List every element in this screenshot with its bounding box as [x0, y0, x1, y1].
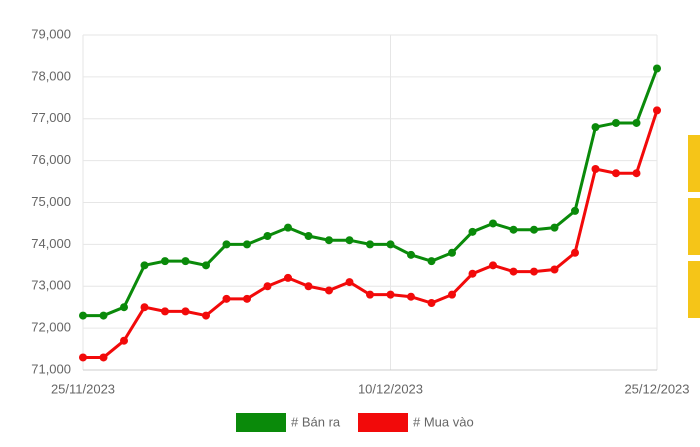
data-point	[120, 303, 128, 312]
y-tick-label: 75,000	[31, 194, 71, 209]
data-point	[243, 294, 251, 303]
data-point	[509, 225, 518, 234]
data-point	[263, 282, 272, 291]
y-tick-label: 72,000	[31, 320, 71, 335]
data-point	[284, 223, 292, 232]
data-point	[653, 64, 661, 73]
side-tab	[688, 198, 700, 255]
data-point	[99, 311, 108, 320]
data-point	[140, 261, 149, 270]
data-point	[79, 353, 87, 362]
y-tick-label: 77,000	[31, 110, 71, 125]
y-tick-label: 78,000	[31, 68, 71, 83]
data-point	[366, 290, 374, 299]
data-point	[550, 265, 559, 274]
y-tick-label: 79,000	[31, 26, 71, 41]
legend-label: # Mua vào	[413, 414, 474, 429]
legend-swatch	[358, 413, 408, 432]
data-point	[591, 123, 600, 132]
data-point	[161, 257, 169, 266]
data-point	[448, 248, 456, 257]
data-point	[181, 307, 190, 316]
data-point	[550, 223, 559, 232]
side-tab	[688, 261, 700, 318]
data-point	[571, 248, 579, 257]
side-tab	[688, 135, 700, 192]
data-point	[263, 232, 272, 240]
data-point	[530, 267, 538, 276]
data-point	[325, 236, 333, 245]
x-tick-label: 25/11/2023	[51, 381, 115, 396]
data-point	[99, 353, 108, 362]
data-point	[161, 307, 169, 316]
data-point	[448, 290, 456, 299]
y-tick-label: 71,000	[31, 361, 71, 376]
data-point	[653, 106, 661, 115]
data-point	[632, 169, 641, 178]
data-point	[489, 219, 497, 228]
y-tick-label: 73,000	[31, 278, 71, 293]
data-point	[427, 299, 436, 307]
y-tick-label: 76,000	[31, 152, 71, 167]
data-point	[612, 169, 620, 178]
data-point	[222, 294, 231, 303]
data-point	[345, 278, 354, 287]
data-point	[120, 336, 128, 345]
data-point	[571, 206, 579, 215]
data-point	[468, 227, 477, 236]
data-point	[181, 257, 190, 266]
y-tick-label: 74,000	[31, 236, 71, 251]
legend-label: # Bán ra	[291, 414, 341, 429]
data-point	[304, 282, 313, 291]
data-point	[325, 286, 333, 295]
data-point	[386, 240, 395, 249]
data-point	[345, 236, 354, 245]
data-point	[468, 269, 477, 278]
data-point	[202, 311, 210, 320]
data-point	[304, 232, 313, 240]
series-line	[83, 67, 659, 318]
data-point	[284, 273, 292, 282]
data-point	[407, 250, 415, 259]
data-point	[612, 118, 620, 127]
data-point	[530, 225, 538, 234]
x-tick-label: 10/12/2023	[358, 381, 423, 396]
x-tick-label: 25/12/2023	[624, 381, 689, 396]
data-point	[509, 267, 518, 276]
data-point	[632, 118, 641, 127]
legend-swatch	[236, 413, 286, 432]
data-point	[243, 240, 251, 249]
data-point	[79, 311, 87, 320]
data-point	[222, 240, 231, 249]
data-point	[366, 240, 374, 249]
data-point	[140, 303, 149, 312]
data-point	[202, 261, 210, 270]
data-point	[407, 292, 415, 301]
series-line	[83, 109, 659, 359]
data-point	[489, 261, 497, 270]
data-point	[427, 257, 436, 266]
data-point	[386, 290, 395, 299]
data-point	[591, 165, 600, 173]
